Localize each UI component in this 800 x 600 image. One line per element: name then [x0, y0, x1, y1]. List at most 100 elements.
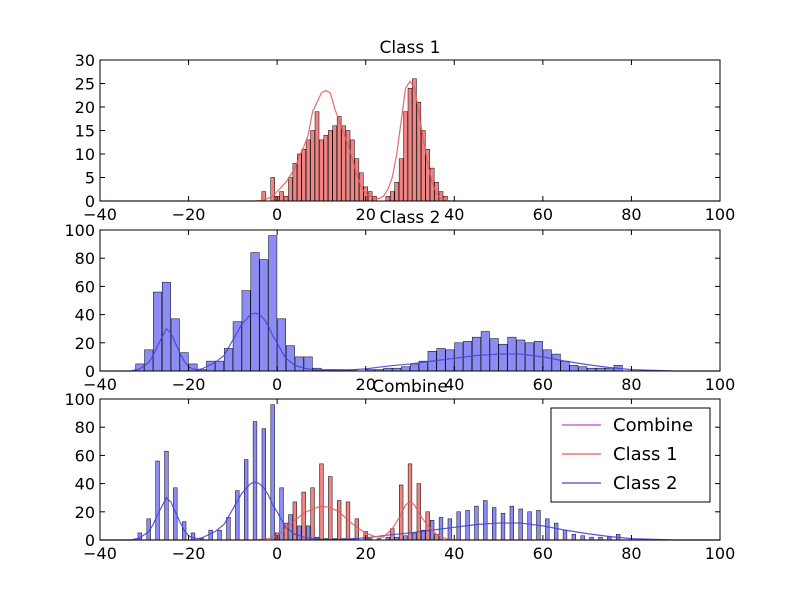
axes-frame [99, 398, 721, 541]
y-tick-label: 0 [85, 362, 95, 381]
bar [551, 353, 561, 372]
bar [153, 291, 163, 372]
legend-label: Class 2 [613, 473, 678, 494]
bar [232, 321, 242, 372]
x-tick-label: −40 [83, 544, 117, 563]
bar [208, 529, 213, 541]
bar [483, 500, 488, 541]
bar [409, 363, 419, 372]
bar [323, 134, 329, 202]
bar [301, 149, 306, 202]
bar [244, 459, 249, 541]
bar [283, 196, 289, 202]
x-tick-label: −20 [172, 375, 206, 394]
x-tick-label: 0 [272, 205, 282, 224]
x-tick-label: −40 [83, 375, 117, 394]
y-tick-label: 30 [75, 51, 95, 70]
bar [578, 366, 588, 372]
bar [144, 349, 154, 372]
plot-area [100, 230, 720, 371]
bar [480, 331, 490, 372]
bar [403, 535, 408, 541]
density-curve [100, 501, 720, 541]
bar [554, 522, 559, 541]
legend: Combine Class 1 Class 2 [550, 407, 711, 503]
density-curve [100, 312, 720, 372]
x-tick-label: 20 [356, 375, 376, 394]
bar [170, 318, 180, 372]
bar [294, 356, 304, 372]
x-tick-label: 0 [272, 375, 282, 394]
bar [261, 428, 266, 541]
bar [226, 517, 231, 541]
bar [445, 349, 455, 372]
bar [545, 518, 550, 541]
y-tick-label: 15 [75, 122, 95, 141]
bar [500, 512, 506, 541]
bar [456, 511, 461, 541]
x-tick-label: 100 [705, 205, 736, 224]
x-tick-label: −20 [172, 205, 206, 224]
bar [319, 463, 324, 541]
bar [270, 404, 275, 541]
bar [401, 366, 411, 372]
series-1 [137, 404, 621, 541]
bar [518, 508, 523, 541]
bar [285, 345, 295, 372]
bar [516, 339, 526, 372]
bar [569, 365, 579, 372]
bar [215, 360, 225, 372]
legend-label: Class 1 [613, 444, 678, 465]
bar [390, 191, 395, 202]
y-tick-label: 60 [75, 277, 95, 296]
bar [336, 116, 342, 202]
x-tick-label: 80 [621, 375, 641, 394]
bar [580, 535, 585, 541]
bar [337, 500, 342, 541]
y-tick-label: 0 [85, 192, 95, 211]
x-tick-label: 100 [705, 375, 736, 394]
chart-title: Class 1 [380, 38, 441, 58]
bar [394, 181, 399, 202]
y-tick-label: 60 [75, 446, 95, 465]
y-tick-label: 20 [75, 503, 95, 522]
bar [164, 450, 169, 541]
x-tick-label: 0 [272, 544, 282, 563]
panel-1: −40 −20 0 20 40 60 80 100 0 5 10 15 20 25 30 Class 1 [75, 38, 736, 224]
bar [305, 139, 311, 202]
bar [447, 518, 452, 541]
x-tick-label: −20 [172, 544, 206, 563]
bar [297, 525, 302, 541]
density-curve [100, 80, 720, 202]
bar [474, 505, 479, 541]
bar [407, 87, 413, 202]
bar [190, 532, 196, 541]
y-tick-label: 20 [75, 334, 95, 353]
y-tick-label: 100 [64, 390, 95, 409]
bar [542, 349, 552, 372]
axes-frame [99, 229, 721, 372]
density-curve [100, 481, 720, 541]
legend-label: Combine [613, 415, 693, 436]
bar [319, 139, 324, 202]
bar [301, 491, 306, 541]
x-tick-label: 20 [356, 205, 376, 224]
y-tick-label: 100 [64, 221, 95, 240]
x-tick-label: 80 [621, 544, 641, 563]
y-tick-label: 25 [75, 75, 95, 94]
bar [217, 529, 222, 541]
x-tick-label: 40 [444, 205, 464, 224]
bar [314, 111, 320, 202]
x-tick-label: 100 [705, 544, 736, 563]
bar [471, 336, 481, 372]
bar [385, 196, 391, 202]
bar [252, 421, 258, 541]
chart-title: Class 2 [380, 208, 441, 228]
bar [268, 235, 278, 372]
x-tick-label: 60 [533, 544, 553, 563]
bar [241, 290, 251, 372]
bar [525, 342, 535, 372]
bar [412, 532, 417, 541]
panel-2: −40 −20 0 20 40 60 80 100 0 20 40 60 80 100 Class 2 [64, 208, 735, 394]
